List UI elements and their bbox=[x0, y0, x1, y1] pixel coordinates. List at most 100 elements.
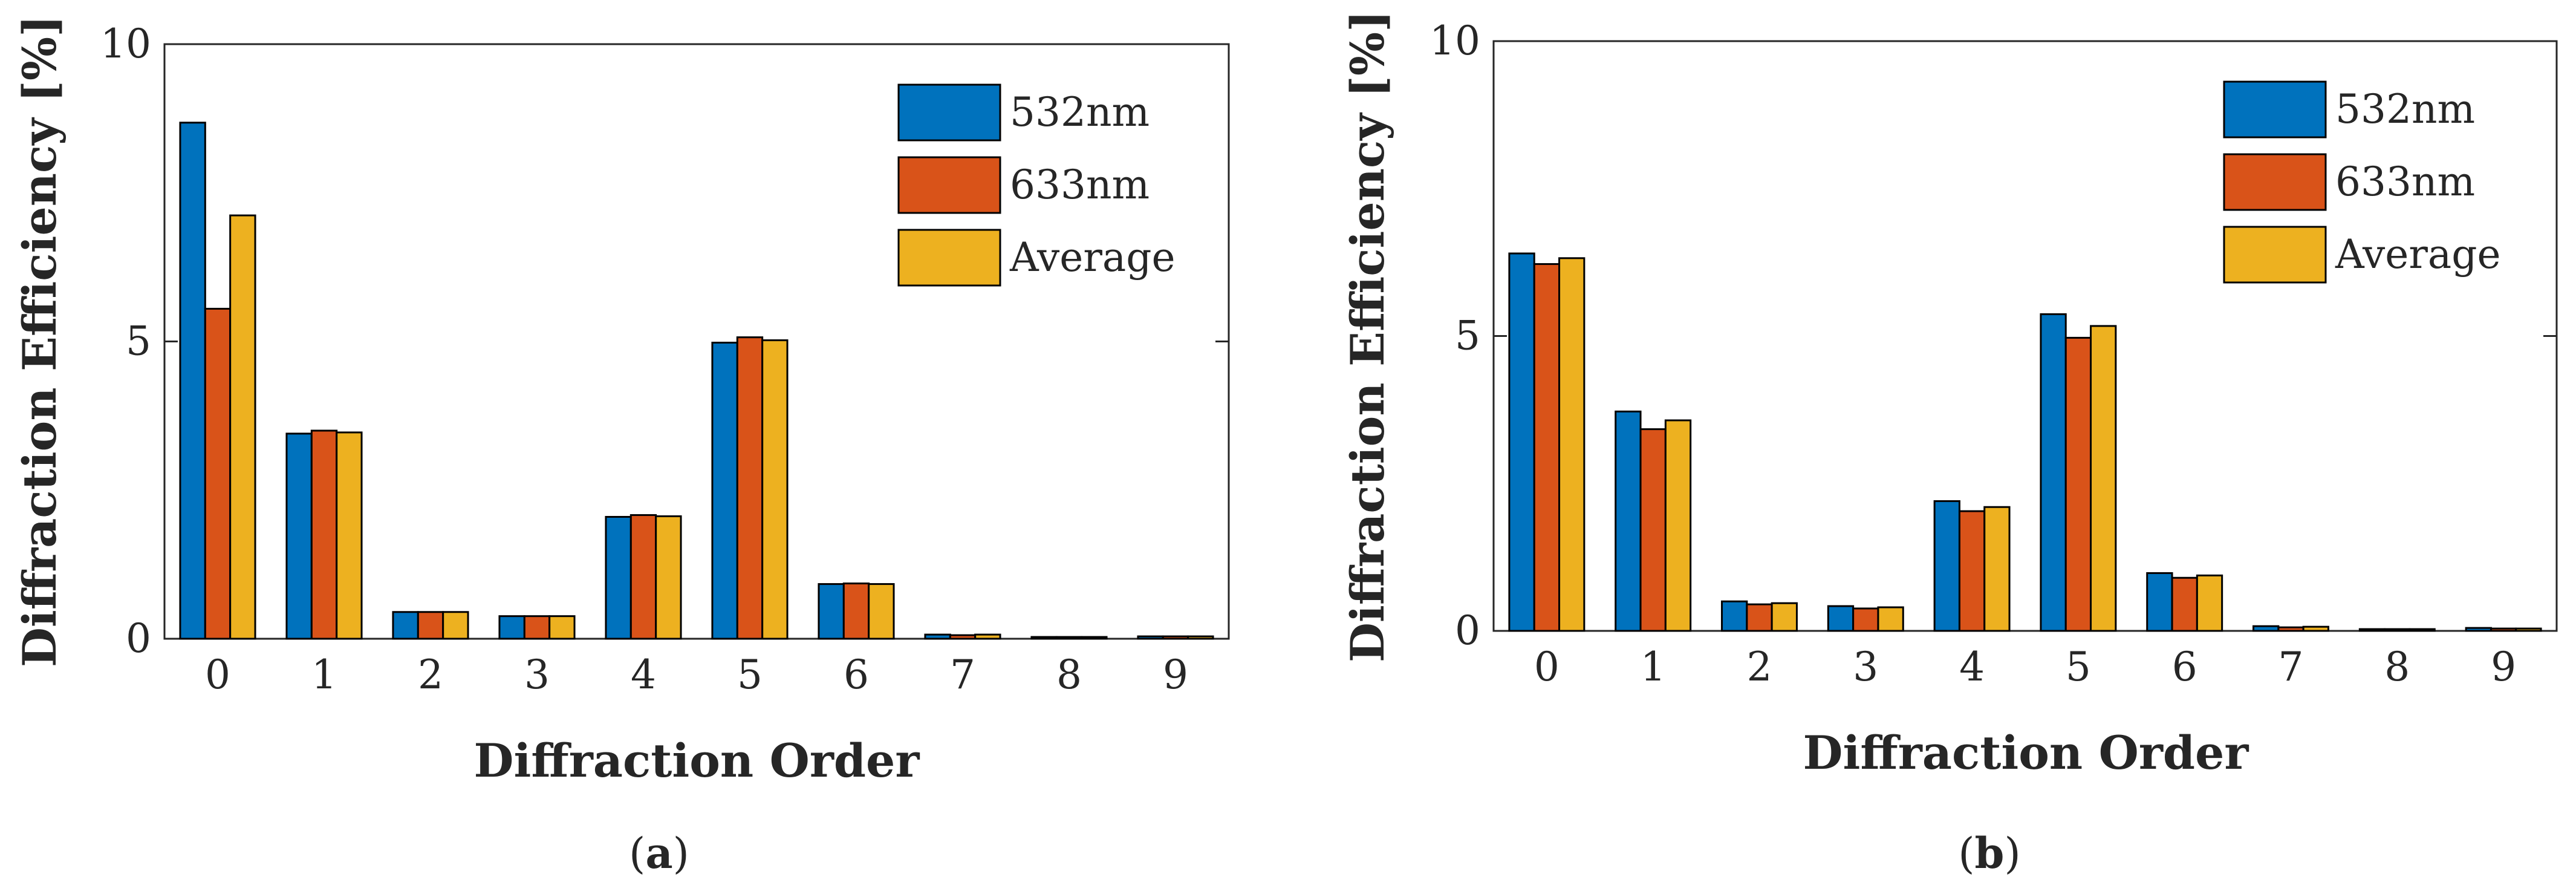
legend-swatch-532nm bbox=[897, 83, 1001, 142]
legend: 532nm 633nm Average bbox=[2222, 76, 2512, 305]
legend-label-532nm: 532nm bbox=[1010, 89, 1150, 135]
panel-a-chart: 0 5 10 0 1 2 3 4 5 6 7 8 9 Diffraction Order Diffracti… bbox=[13, 15, 1230, 788]
bar-average-order-2 bbox=[1771, 602, 1798, 632]
x-tick-label: 2 bbox=[418, 651, 443, 698]
x-tick-label: 3 bbox=[524, 651, 550, 698]
bar-average-order-6 bbox=[2196, 574, 2223, 632]
bar-633nm-order-1 bbox=[310, 429, 338, 640]
legend-label-633nm: 633nm bbox=[1010, 162, 1150, 208]
x-tick-label: 4 bbox=[1959, 644, 1985, 690]
bar-633nm-order-3 bbox=[523, 615, 551, 640]
x-tick-label: 7 bbox=[950, 651, 975, 698]
legend-label-average: Average bbox=[1009, 234, 1176, 281]
bar-633nm-order-7 bbox=[2277, 626, 2304, 632]
x-tick-label: 5 bbox=[737, 651, 763, 698]
bar-average-order-2 bbox=[442, 611, 469, 640]
x-tick-label: 3 bbox=[1853, 644, 1878, 690]
bar-532nm-order-3 bbox=[1827, 605, 1855, 632]
legend-label-633nm: 633nm bbox=[2335, 158, 2475, 205]
x-tick-label: 6 bbox=[844, 651, 869, 698]
legend-swatch-average bbox=[2223, 226, 2327, 284]
bar-532nm-order-7 bbox=[2252, 625, 2280, 632]
x-tick-label: 1 bbox=[1641, 644, 1666, 690]
bar-633nm-order-6 bbox=[842, 582, 870, 640]
bar-633nm-order-3 bbox=[1852, 607, 1879, 632]
bar-532nm-order-3 bbox=[498, 615, 525, 640]
bar-average-order-5 bbox=[761, 339, 789, 640]
bar-633nm-order-0 bbox=[204, 307, 232, 640]
bar-average-order-6 bbox=[868, 583, 895, 640]
bar-532nm-order-8 bbox=[1030, 636, 1058, 640]
panel-a-caption: (a) bbox=[629, 828, 689, 878]
x-tick-label: 9 bbox=[2491, 644, 2516, 690]
bar-532nm-order-9 bbox=[1137, 635, 1164, 640]
bar-532nm-order-4 bbox=[605, 515, 632, 640]
bar-average-order-7 bbox=[974, 633, 1001, 640]
y-tick-label: 5 bbox=[1455, 313, 1480, 359]
x-tick-label: 8 bbox=[2384, 644, 2410, 690]
y-axis-title: Diffraction Efficiency [%] bbox=[1341, 10, 1394, 662]
y-tick-label: 0 bbox=[126, 615, 151, 662]
bar-average-order-3 bbox=[1877, 606, 1904, 632]
bar-633nm-order-1 bbox=[1639, 428, 1667, 632]
y-tick-label: 5 bbox=[126, 318, 151, 365]
bar-average-order-1 bbox=[1664, 419, 1692, 632]
legend-swatch-average bbox=[897, 229, 1001, 287]
x-axis-title: Diffraction Order bbox=[474, 734, 920, 788]
bar-532nm-order-1 bbox=[285, 432, 313, 640]
bar-633nm-order-0 bbox=[1533, 263, 1561, 632]
legend-swatch-633nm bbox=[897, 156, 1001, 214]
legend-label-average: Average bbox=[2335, 231, 2501, 278]
bar-average-order-9 bbox=[2515, 627, 2542, 632]
bar-633nm-order-9 bbox=[1162, 635, 1189, 640]
legend-label-532nm: 532nm bbox=[2335, 86, 2475, 132]
x-tick-label: 4 bbox=[631, 651, 656, 698]
bar-633nm-order-8 bbox=[1055, 636, 1083, 640]
x-tick-label: 2 bbox=[1747, 644, 1772, 690]
legend-swatch-532nm bbox=[2223, 80, 2327, 139]
bar-633nm-order-6 bbox=[2171, 576, 2198, 632]
bar-average-order-0 bbox=[229, 214, 256, 640]
bar-average-order-5 bbox=[2090, 325, 2117, 632]
bar-633nm-order-5 bbox=[2064, 336, 2092, 632]
bar-average-order-8 bbox=[1081, 636, 1108, 640]
bar-633nm-order-4 bbox=[629, 514, 657, 640]
bar-532nm-order-0 bbox=[1508, 252, 1535, 632]
bar-532nm-order-8 bbox=[2358, 628, 2386, 632]
x-tick-label: 0 bbox=[1534, 644, 1560, 690]
y-tick-label: 10 bbox=[1429, 18, 1480, 64]
bar-532nm-order-5 bbox=[711, 341, 738, 640]
bar-532nm-order-2 bbox=[392, 611, 419, 640]
bar-532nm-order-5 bbox=[2040, 313, 2067, 632]
x-tick-label: 6 bbox=[2172, 644, 2197, 690]
bar-average-order-7 bbox=[2302, 625, 2329, 632]
x-tick-label: 5 bbox=[2066, 644, 2091, 690]
bar-532nm-order-1 bbox=[1615, 410, 1642, 632]
x-tick-label: 9 bbox=[1163, 651, 1188, 698]
bar-average-order-3 bbox=[548, 615, 576, 640]
bar-633nm-order-9 bbox=[2490, 627, 2517, 632]
x-axis-title: Diffraction Order bbox=[1803, 726, 2249, 780]
bar-average-order-4 bbox=[1983, 506, 2011, 632]
bar-633nm-order-2 bbox=[1746, 603, 1773, 632]
bar-532nm-order-9 bbox=[2465, 627, 2492, 632]
bar-average-order-4 bbox=[655, 515, 682, 640]
bar-average-order-1 bbox=[336, 431, 363, 640]
bar-532nm-order-4 bbox=[1933, 500, 1960, 632]
bar-average-order-9 bbox=[1187, 635, 1214, 640]
x-tick-label: 0 bbox=[205, 651, 230, 698]
bar-532nm-order-7 bbox=[924, 633, 951, 640]
bar-average-order-0 bbox=[1558, 257, 1586, 632]
bar-633nm-order-8 bbox=[2384, 628, 2411, 632]
bar-532nm-order-0 bbox=[179, 122, 206, 640]
legend-swatch-633nm bbox=[2223, 153, 2327, 211]
bar-633nm-order-2 bbox=[417, 611, 444, 640]
x-tick-label: 7 bbox=[2278, 644, 2304, 690]
panel-b-chart: 0 5 10 0 1 2 3 4 5 6 7 8 9 Diffraction Order Diffracti… bbox=[1341, 10, 2558, 780]
bar-average-order-8 bbox=[2408, 628, 2436, 632]
bar-633nm-order-4 bbox=[1958, 510, 1986, 632]
bar-633nm-order-7 bbox=[949, 634, 977, 640]
legend: 532nm 633nm Average bbox=[896, 79, 1186, 308]
bar-633nm-order-5 bbox=[736, 336, 764, 640]
